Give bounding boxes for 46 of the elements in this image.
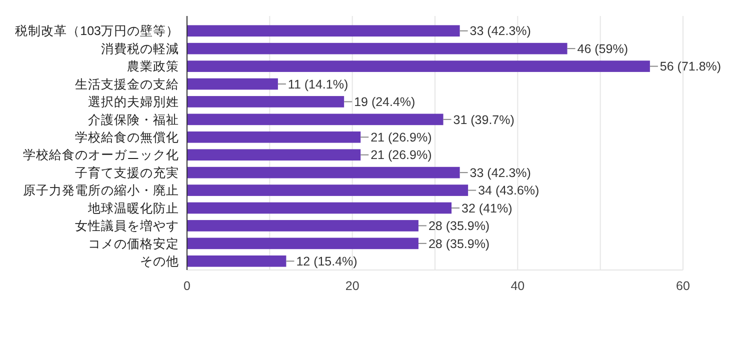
- x-tick-label: 0: [184, 279, 191, 293]
- data-label: 21 (26.9%): [370, 130, 432, 145]
- y-tick-label: 選択的夫婦別姓: [88, 95, 179, 110]
- bar: [187, 96, 344, 108]
- y-tick-label: 介護保険・福祉: [88, 112, 179, 127]
- bar: [187, 131, 361, 143]
- data-label: 34 (43.6%): [478, 184, 540, 198]
- x-tick-label: 40: [510, 279, 525, 293]
- y-tick-label: 学校給食のオーガニック化: [23, 148, 179, 162]
- bar: [187, 238, 418, 250]
- x-tick-label: 60: [676, 279, 690, 293]
- bar: [187, 149, 361, 161]
- y-tick-label: 消費税の軽減: [101, 42, 179, 56]
- bar: [187, 25, 460, 37]
- bar: [187, 42, 568, 54]
- y-tick-label: コメの価格安定: [88, 236, 179, 251]
- bar: [187, 184, 468, 196]
- y-tick-label: 原子力発電所の縮小・廃止: [23, 184, 179, 198]
- y-tick-label: 女性議員を増やす: [75, 218, 179, 234]
- bar: [187, 60, 650, 72]
- data-label: 21 (26.9%): [370, 148, 432, 162]
- bar: [187, 114, 444, 126]
- data-label: 33 (42.3%): [470, 166, 531, 180]
- y-tick-label: 地球温暖化防止: [87, 201, 179, 216]
- data-label: 32 (41%): [462, 201, 512, 216]
- data-label: 19 (24.4%): [354, 95, 416, 110]
- bar: [187, 220, 418, 232]
- y-tick-label: その他: [140, 254, 179, 269]
- bar: [187, 202, 452, 214]
- data-label: 12 (15.4%): [296, 254, 358, 269]
- y-tick-label: 農業政策: [127, 60, 179, 74]
- x-tick-label: 20: [345, 279, 360, 293]
- data-label: 28 (35.9%): [428, 219, 490, 234]
- data-label: 11 (14.1%): [288, 77, 348, 92]
- data-label: 28 (35.9%): [428, 236, 490, 251]
- data-label: 46 (59%): [577, 42, 628, 56]
- y-tick-label: 子育て支援の充実: [75, 164, 179, 180]
- data-label: 56 (71.8%): [660, 60, 722, 74]
- data-label: 31 (39.7%): [453, 112, 514, 127]
- bar: [187, 166, 460, 178]
- y-tick-label: 学校給食の無償化: [75, 130, 179, 145]
- y-tick-label: 生活支援金の支給: [75, 77, 179, 92]
- y-tick-label: 税制改革（103万円の壁等）: [15, 24, 179, 38]
- data-label: 33 (42.3%): [470, 24, 531, 38]
- bar: [187, 78, 278, 90]
- bar: [187, 255, 286, 267]
